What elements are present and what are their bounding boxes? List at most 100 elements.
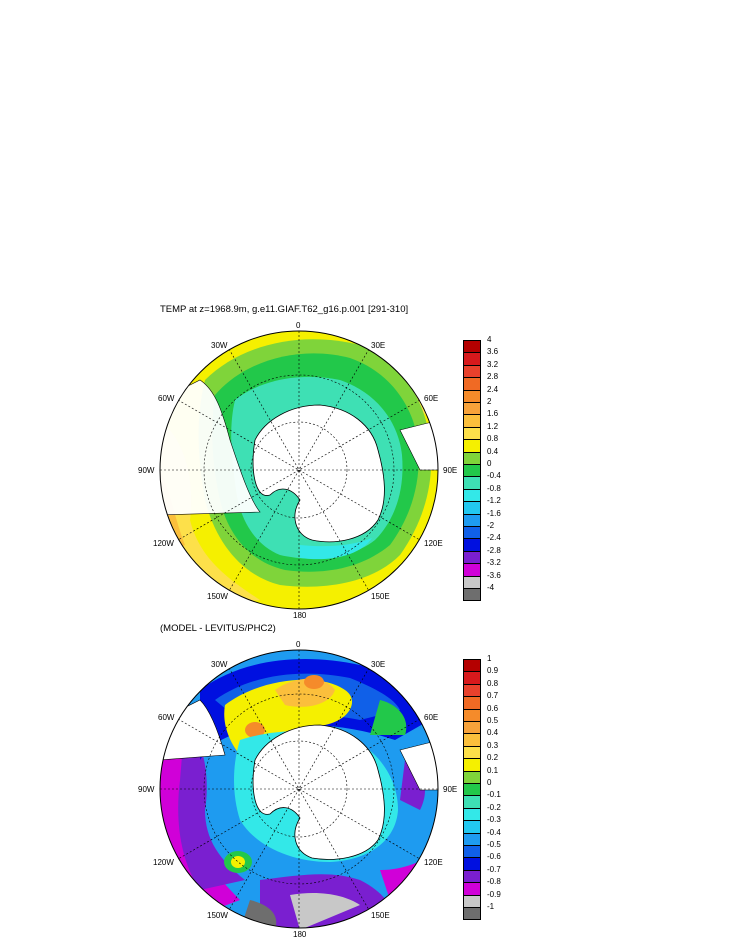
colorbar-1-label: -0.2: [487, 802, 501, 812]
lon-label-120e: 120E: [424, 539, 443, 548]
lon-label-90w: 90W: [138, 466, 155, 475]
lon-label-60w-b: 60W: [158, 713, 175, 722]
colorbar-0-swatch: [463, 389, 481, 403]
colorbar-0-swatch: [463, 476, 481, 490]
lon-label-150w-b: 150W: [207, 911, 228, 920]
lon-label-60e: 60E: [424, 394, 439, 403]
colorbar-0-label: -1.2: [487, 496, 501, 506]
colorbar-1-swatch: [463, 857, 481, 871]
colorbar-1-swatch: [463, 894, 481, 908]
colorbar-0-label: -2: [487, 521, 495, 530]
colorbar-1-swatch: [463, 820, 481, 834]
colorbar-1-label: 0.7: [487, 691, 499, 701]
temperature-map: [160, 331, 438, 609]
panel-2-title: (MODEL - LEVITUS/PHC2): [160, 623, 276, 634]
lon-label-90e-b: 90E: [443, 785, 458, 794]
lon-label-60e-b: 60E: [424, 713, 439, 722]
colorbar-0-label: -2.4: [487, 533, 501, 543]
lon-label-150w: 150W: [207, 592, 228, 601]
lon-label-90w-b: 90W: [138, 785, 155, 794]
colorbar-1-swatch: [463, 907, 481, 921]
colorbar-1-swatch: [463, 845, 481, 859]
colorbar-1-swatch: [463, 733, 481, 747]
colorbar-1-swatch: [463, 745, 481, 760]
colorbar-1-label: -0.6: [487, 852, 501, 862]
colorbar-1-label: -0.1: [487, 790, 501, 800]
colorbar-0-swatch: [463, 414, 481, 428]
antarctica-landmass: [252, 404, 385, 543]
colorbar-0-swatch: [463, 364, 481, 379]
colorbar-1-swatch: [463, 832, 481, 846]
colorbar-0-label: -0.4: [487, 471, 501, 481]
lon-label-30w-b: 30W: [211, 660, 228, 669]
lon-label-90e: 90E: [443, 466, 458, 475]
colorbar-0-label: -2.8: [487, 545, 501, 555]
colorbar-0-swatch: [463, 526, 481, 540]
colorbar-0-label: -1.6: [487, 508, 501, 518]
colorbar-0-swatch: [463, 501, 481, 515]
colorbar-1-swatch: [463, 795, 481, 809]
colorbar-0-swatch: [463, 563, 481, 577]
lon-label-150e-b: 150E: [371, 911, 390, 920]
colorbar-1-swatch: [463, 882, 481, 896]
colorbar-1-swatch: [463, 869, 481, 884]
colorbar-1-swatch: [463, 659, 481, 673]
colorbar-1-label: 1: [487, 654, 492, 663]
colorbar-1-swatch: [463, 758, 481, 772]
colorbar-1-label: 0.4: [487, 728, 499, 738]
colorbar-1-swatch: [463, 708, 481, 722]
lon-label-120e-b: 120E: [424, 858, 443, 867]
colorbar-1-label: 0.6: [487, 703, 499, 713]
lon-label-120w: 120W: [153, 539, 174, 548]
colorbar-1-label: -0.3: [487, 815, 501, 825]
lon-label-180: 180: [293, 611, 307, 620]
colorbar-1-label: 0: [487, 778, 492, 787]
colorbar-1-swatch: [463, 770, 481, 784]
colorbar-0-swatch: [463, 402, 481, 416]
colorbar-0-label: 0.4: [487, 446, 499, 456]
colorbar-1-swatch: [463, 783, 481, 797]
colorbar-0-label: 2.4: [487, 384, 499, 394]
colorbar-0-label: -0.8: [487, 483, 501, 493]
lon-label-60w: 60W: [158, 394, 175, 403]
colorbar-1-label: 0.5: [487, 716, 499, 725]
colorbar-1-swatch: [463, 696, 481, 710]
lon-label-30e: 30E: [371, 341, 386, 350]
lon-label-0: 0: [296, 321, 301, 330]
colorbar-0-label: 0: [487, 459, 492, 468]
colorbar-1-label: -0.9: [487, 889, 501, 899]
anomaly-map: [160, 650, 438, 928]
colorbar-1-swatch: [463, 807, 481, 822]
colorbar-1-label: -0.5: [487, 840, 501, 849]
colorbar-1-label: -1: [487, 902, 495, 911]
colorbar-0-swatch: [463, 575, 481, 589]
colorbar-0-swatch: [463, 588, 481, 602]
colorbar-0-label: 3.2: [487, 359, 499, 369]
colorbar-0-label: 2.8: [487, 372, 499, 382]
colorbar-0-swatch: [463, 352, 481, 366]
colorbar-0-swatch: [463, 439, 481, 453]
lon-label-30e-b: 30E: [371, 660, 386, 669]
antarctica-landmass-2: [252, 724, 385, 860]
colorbar-0-label: -3.6: [487, 570, 501, 580]
colorbar-0-swatch: [463, 513, 481, 527]
colorbar-0-swatch: [463, 488, 481, 503]
colorbar-1-label: 0.3: [487, 740, 499, 750]
lon-label-180-b: 180: [293, 930, 307, 939]
colorbar-1-label: -0.4: [487, 827, 501, 837]
colorbar-1-label: -0.7: [487, 864, 501, 874]
lon-label-30w: 30W: [211, 341, 228, 350]
colorbar-0-swatch: [463, 377, 481, 391]
colorbar-0-swatch: [463, 464, 481, 478]
colorbar-0-label: 1.6: [487, 409, 499, 419]
colorbar-0-label: -4: [487, 583, 495, 592]
colorbar-0-label: 1.2: [487, 421, 499, 431]
lon-label-120w-b: 120W: [153, 858, 174, 867]
panel-1-title: TEMP at z=1968.9m, g.e11.GIAF.T62_g16.p.…: [160, 304, 409, 315]
colorbar-1-label: 0.1: [487, 765, 499, 775]
lon-label-150e: 150E: [371, 592, 390, 601]
colorbar-0-swatch: [463, 451, 481, 465]
colorbar-1-label: 0.2: [487, 753, 499, 763]
colorbar-1-swatch: [463, 671, 481, 685]
